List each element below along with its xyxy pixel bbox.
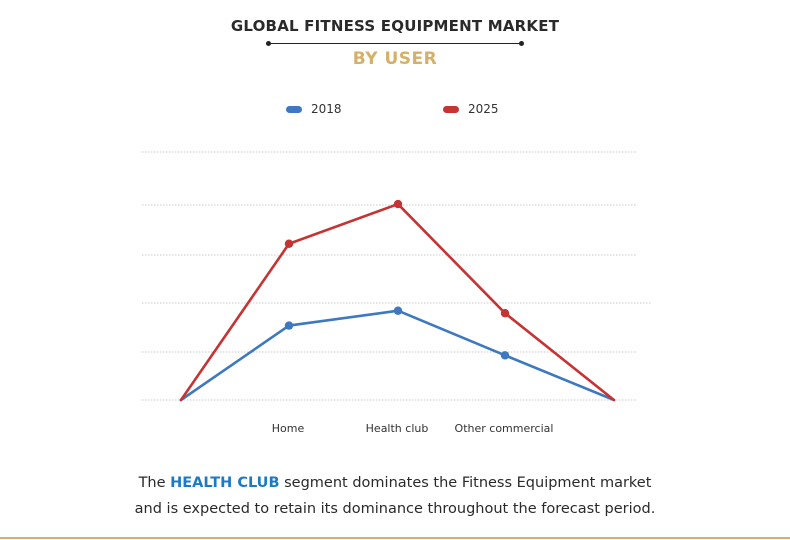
chart-title: GLOBAL FITNESS EQUIPMENT MARKET [230, 17, 560, 35]
title-underline-left-dot [266, 41, 271, 46]
data-point-2025-1 [284, 239, 294, 248]
caption-prefix: The [138, 475, 171, 491]
series-line-2018 [179, 309, 616, 402]
caption-highlight: HEALTH CLUB [170, 475, 280, 491]
data-point-2018-3 [500, 351, 510, 360]
title-underline-right-dot [519, 41, 524, 46]
chart-subtitle: BY USER [352, 49, 438, 69]
bottom-border [0, 537, 790, 539]
data-point-2025-3 [500, 309, 510, 318]
caption-line-2: and is expected to retain its dominance … [134, 501, 656, 517]
x-tick-label-2: Health club [366, 422, 429, 435]
legend-swatch-2018 [286, 105, 302, 113]
caption-line-1: The HEALTH CLUB segment dominates the Fi… [0, 470, 790, 496]
data-point-2018-2 [393, 306, 403, 315]
title-underline [268, 43, 522, 44]
legend-label-2018: 2018 [311, 102, 342, 116]
legend-swatch-2025 [443, 105, 459, 113]
data-point-2018-1 [284, 321, 294, 330]
x-tick-label-3: Other commercial [455, 422, 554, 435]
x-tick-label-1: Home [272, 422, 305, 435]
legend-label-2025: 2025 [468, 102, 499, 116]
legend-item-2018: 2018 [286, 101, 342, 117]
caption-line-1-rest: segment dominates the Fitness Equipment … [279, 475, 652, 491]
series-line-2025 [179, 202, 616, 402]
legend-item-2025: 2025 [443, 101, 499, 117]
data-point-2025-2 [393, 199, 403, 209]
caption: The HEALTH CLUB segment dominates the Fi… [0, 470, 790, 522]
